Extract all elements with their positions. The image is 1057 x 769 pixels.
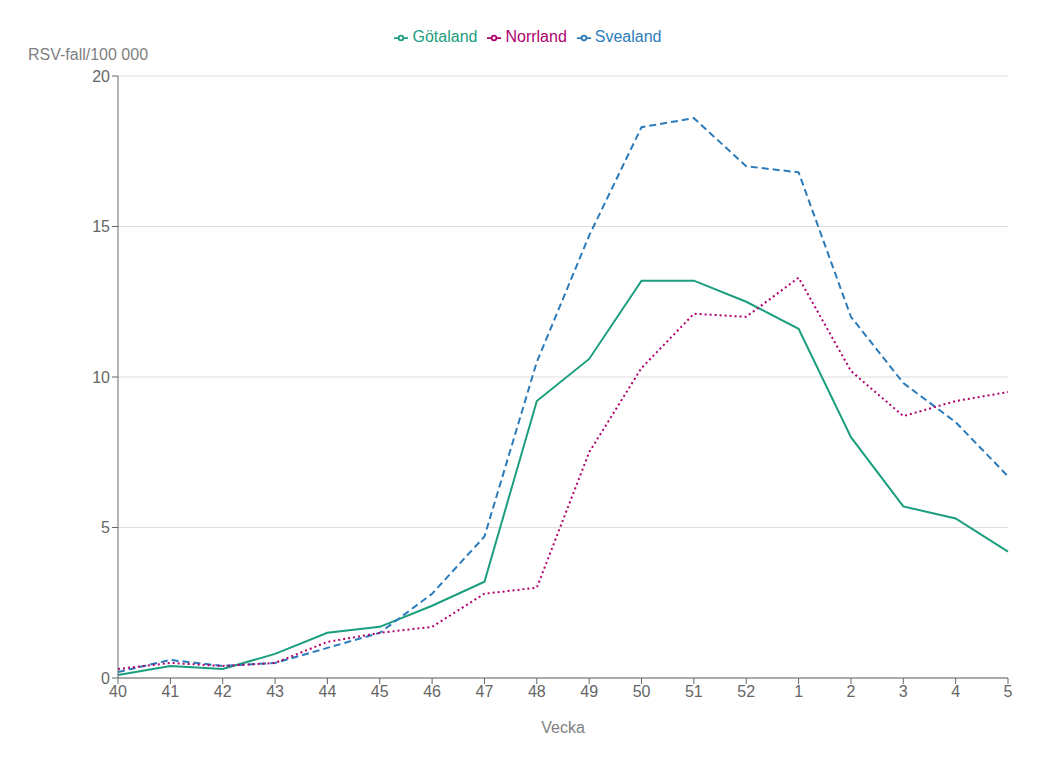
svg-text:48: 48	[528, 683, 546, 700]
html-text:Svealand: Svealand	[594, 28, 662, 45]
svg-text:47: 47	[476, 683, 494, 700]
svg-text:43: 43	[266, 683, 284, 700]
svg-text:5: 5	[101, 519, 110, 536]
svg-text:46: 46	[423, 683, 441, 700]
svg-text:0: 0	[101, 670, 110, 687]
svg-text:42: 42	[214, 683, 232, 700]
svg-text:3: 3	[899, 683, 908, 700]
svg-text:52: 52	[737, 683, 755, 700]
svg-text:1: 1	[794, 683, 803, 700]
html-text:Götaland: Götaland	[412, 28, 478, 45]
html-text:Norrland: Norrland	[505, 28, 567, 45]
svg-text:51: 51	[685, 683, 703, 700]
svg-text:44: 44	[319, 683, 337, 700]
svg-text:45: 45	[371, 683, 389, 700]
svg-text:Vecka: Vecka	[541, 719, 585, 736]
svg-text:4: 4	[951, 683, 960, 700]
svg-text:49: 49	[580, 683, 598, 700]
svg-text:41: 41	[161, 683, 179, 700]
svg-text:2: 2	[846, 683, 855, 700]
svg-text:20: 20	[92, 68, 110, 85]
svg-text:RSV-fall/100 000: RSV-fall/100 000	[28, 46, 148, 63]
svg-text:5: 5	[1004, 683, 1013, 700]
svg-text:50: 50	[633, 683, 651, 700]
svg-text:15: 15	[92, 218, 110, 235]
svg-text:10: 10	[92, 369, 110, 386]
svg-text:40: 40	[109, 683, 127, 700]
